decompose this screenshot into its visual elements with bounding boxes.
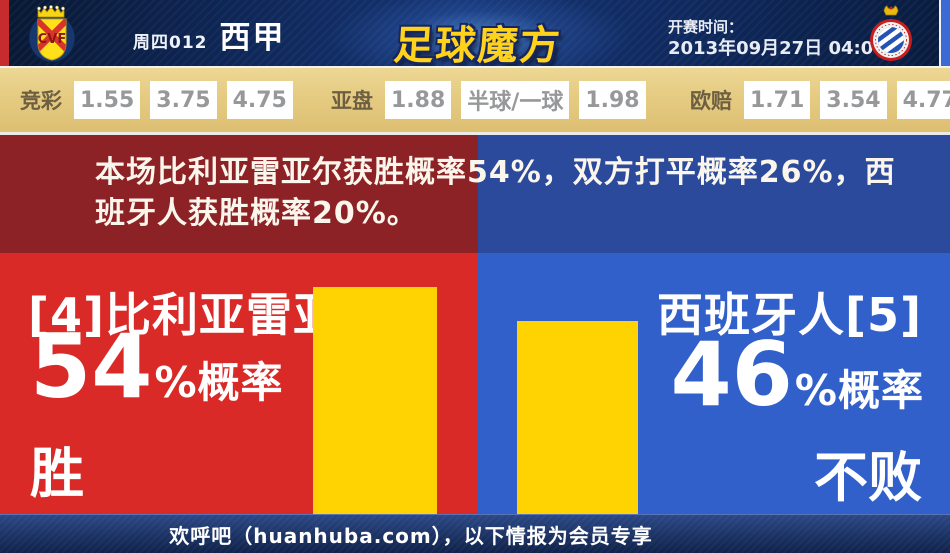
odds-group-jingcai: 竞彩 1.55 3.75 4.75 <box>20 68 293 132</box>
footer-site-text: 欢呼吧（huanhuba.com），以下情报为会员专享 <box>169 523 653 548</box>
odds-value-box[interactable]: 3.75 <box>150 81 217 119</box>
odds-value-box[interactable]: 3.54 <box>820 81 887 119</box>
away-percent-suffix: %概率 <box>794 366 924 415</box>
header-divider <box>0 66 950 68</box>
kickoff-time: 2013年09月27日 04:00 <box>668 38 886 60</box>
away-team-name: 西班牙人[5] <box>656 288 922 342</box>
league-name: 西甲 <box>219 20 286 56</box>
prediction-summary-text: 本场比利亚雷亚尔获胜概率54%，双方打平概率26%，西 班牙人获胜概率20%。 <box>95 152 915 234</box>
odds-bar: 竞彩 1.55 3.75 4.75 亚盘 1.88 半球/一球 1.98 欧赔 … <box>0 68 950 132</box>
svg-text:CVF: CVF <box>38 32 66 47</box>
home-percent-suffix: %概率 <box>154 358 284 407</box>
odds-label-yapan: 亚盘 <box>331 89 373 113</box>
espanyol-crest-icon <box>868 3 914 67</box>
handicap-box[interactable]: 半球/一球 <box>461 81 570 119</box>
left-red-edge <box>0 0 9 66</box>
summary-line-2: 班牙人获胜概率20%。 <box>95 196 418 231</box>
probability-comparison: [4]比利亚雷亚尔 54 %概率 胜 西班牙人[5] 46 %概率 不败 <box>0 253 950 514</box>
home-percent-value: 54 <box>30 315 153 418</box>
villarreal-crest-icon: CVF <box>28 5 76 67</box>
footer-bar: 欢呼吧（huanhuba.com），以下情报为会员专享 <box>0 514 950 553</box>
home-probability: 54 %概率 <box>30 315 284 418</box>
odds-value-box[interactable]: 1.88 <box>385 81 452 119</box>
odds-value-box[interactable]: 1.55 <box>74 81 141 119</box>
match-title: 周四012 西甲 <box>133 12 286 57</box>
summary-line-1: 本场比利亚雷亚尔获胜概率54%，双方打平概率26%，西 <box>95 155 896 190</box>
summary-left-maroon-panel <box>0 135 478 253</box>
kickoff-info: 开赛时间： 2013年09月27日 04:00 <box>668 17 886 62</box>
match-number-label: 周四012 <box>133 33 208 53</box>
prediction-summary-band: 本场比利亚雷亚尔获胜概率54%，双方打平概率26%，西 班牙人获胜概率20%。 <box>0 135 950 253</box>
brand-logo: 足球魔方 <box>392 23 564 69</box>
odds-group-oupei: 欧赔 1.71 3.54 4.77 <box>690 68 950 132</box>
away-percent-value: 46 <box>670 323 793 426</box>
home-probability-bar <box>313 287 437 514</box>
odds-value-box[interactable]: 1.98 <box>579 81 646 119</box>
odds-value-box[interactable]: 1.71 <box>744 81 811 119</box>
summary-right-blue-panel <box>478 135 950 253</box>
home-outcome-label: 胜 <box>30 442 84 505</box>
match-header: CVF 周四012 西甲 足球魔方 开赛时间： 2013年09月27日 04:0… <box>0 0 950 76</box>
away-outcome-label: 不败 <box>814 446 922 509</box>
away-probability: 46 %概率 <box>670 323 924 426</box>
kickoff-label: 开赛时间： <box>668 18 744 36</box>
odds-group-yapan: 亚盘 1.88 半球/一球 1.98 <box>331 68 646 132</box>
odds-divider <box>0 132 950 135</box>
away-probability-bar <box>517 321 638 514</box>
right-blue-edge <box>939 0 950 66</box>
odds-value-box[interactable]: 4.77 <box>896 81 950 119</box>
odds-label-jingcai: 竞彩 <box>20 89 62 113</box>
odds-value-box[interactable]: 4.75 <box>226 81 293 119</box>
odds-label-oupei: 欧赔 <box>690 89 732 113</box>
